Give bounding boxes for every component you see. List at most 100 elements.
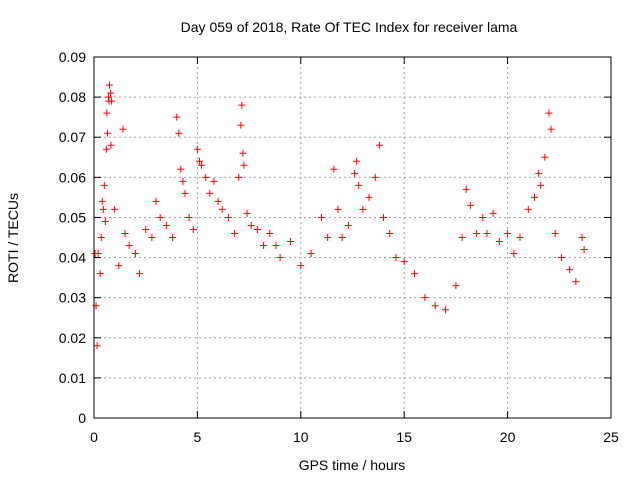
data-point xyxy=(247,221,255,229)
data-point xyxy=(479,213,487,221)
data-point xyxy=(198,161,206,169)
grid-lines xyxy=(94,57,611,418)
data-point xyxy=(566,266,574,274)
data-point xyxy=(162,221,170,229)
data-point xyxy=(181,189,189,197)
data-point xyxy=(179,177,187,185)
data-point xyxy=(135,270,143,278)
data-point xyxy=(169,234,177,241)
data-points xyxy=(91,81,588,350)
data-point xyxy=(578,234,586,241)
data-point xyxy=(98,197,106,205)
data-point xyxy=(392,254,400,262)
data-point xyxy=(111,205,119,213)
data-point xyxy=(224,213,232,221)
data-point xyxy=(344,221,352,229)
x-tick-label: 5 xyxy=(194,429,202,445)
y-tick-label: 0.06 xyxy=(59,169,86,185)
data-point xyxy=(93,342,101,350)
x-tick-label: 20 xyxy=(500,429,516,445)
data-point xyxy=(545,109,553,117)
data-point xyxy=(462,185,470,193)
data-point xyxy=(286,238,294,246)
data-point xyxy=(386,229,394,237)
data-point xyxy=(504,229,512,237)
data-point xyxy=(380,213,388,221)
data-point xyxy=(400,258,408,266)
data-point xyxy=(152,197,160,205)
data-point xyxy=(537,181,545,189)
y-tick-label: 0.08 xyxy=(59,89,86,105)
data-point xyxy=(266,229,274,237)
data-point xyxy=(375,141,383,149)
data-point xyxy=(96,270,104,278)
data-point xyxy=(297,262,305,270)
data-point xyxy=(359,205,367,213)
data-point xyxy=(458,234,466,241)
data-point xyxy=(214,197,222,205)
data-point xyxy=(108,97,116,105)
data-point xyxy=(535,169,543,177)
data-point xyxy=(173,113,181,121)
data-point xyxy=(237,121,245,129)
data-point xyxy=(452,282,460,290)
data-point xyxy=(442,306,450,314)
data-point xyxy=(551,229,559,237)
data-point xyxy=(580,246,588,254)
y-tick-label: 0.09 xyxy=(59,49,86,65)
data-point xyxy=(185,213,193,221)
data-point xyxy=(193,145,201,153)
data-point xyxy=(272,242,280,250)
data-point xyxy=(97,234,105,241)
x-axis-label: GPS time / hours xyxy=(299,457,406,473)
data-point xyxy=(516,234,524,241)
y-tick-label: 0.04 xyxy=(59,250,86,266)
data-point xyxy=(231,229,239,237)
data-point xyxy=(371,173,379,181)
plot-frame xyxy=(93,56,612,419)
data-point xyxy=(99,205,107,213)
y-tick-label: 0 xyxy=(78,410,86,426)
data-point xyxy=(307,250,315,258)
data-point xyxy=(547,125,555,133)
data-point xyxy=(177,165,185,173)
data-point xyxy=(351,169,359,177)
data-point xyxy=(276,254,284,262)
x-tick-label: 15 xyxy=(396,429,412,445)
data-point xyxy=(411,270,419,278)
data-point xyxy=(121,229,129,237)
data-point xyxy=(355,181,363,189)
data-point xyxy=(195,157,203,165)
data-point xyxy=(107,89,115,97)
data-point xyxy=(202,173,210,181)
data-point xyxy=(557,254,565,262)
data-point xyxy=(317,213,325,221)
chart-title: Day 059 of 2018, Rate Of TEC Index for r… xyxy=(181,19,518,35)
y-tick-label: 0.01 xyxy=(59,370,86,386)
data-point xyxy=(148,234,156,241)
data-point xyxy=(206,189,214,197)
data-point xyxy=(473,229,481,237)
data-point xyxy=(218,205,226,213)
data-point xyxy=(483,229,491,237)
data-point xyxy=(189,225,197,233)
data-point xyxy=(365,193,373,201)
data-point xyxy=(243,209,251,217)
data-point xyxy=(541,153,549,161)
data-point xyxy=(235,173,243,181)
data-point xyxy=(495,238,503,246)
y-axis-label: ROTI / TECUs xyxy=(5,193,21,283)
data-point xyxy=(210,177,218,185)
data-point xyxy=(530,193,538,201)
data-point xyxy=(324,234,332,241)
y-tick-label: 0.05 xyxy=(59,209,86,225)
x-tick-label: 10 xyxy=(293,429,309,445)
data-point xyxy=(94,250,102,258)
y-tick-label: 0.03 xyxy=(59,290,86,306)
data-point xyxy=(353,157,361,165)
data-point xyxy=(102,145,110,153)
x-tick-label: 0 xyxy=(90,429,98,445)
data-point xyxy=(421,294,429,302)
data-point xyxy=(142,225,150,233)
